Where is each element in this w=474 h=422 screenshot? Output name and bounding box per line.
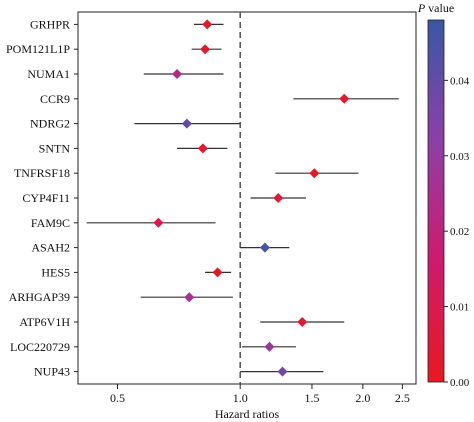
gene-label: NUMA1 (27, 67, 70, 81)
hr-marker (202, 19, 213, 30)
x-tick-label: 2.5 (395, 391, 410, 405)
hr-marker (181, 118, 192, 129)
gene-label: ATP6V1H (19, 315, 70, 329)
x-axis-label: Hazard ratios (215, 407, 280, 421)
gene-label: TNFRSF18 (14, 166, 70, 180)
colorbar-gradient (427, 19, 445, 383)
gene-label: GRHPR (30, 17, 70, 31)
gene-label: HES5 (41, 265, 70, 279)
x-tick-label: 0.5 (110, 391, 125, 405)
x-tick-label: 1.0 (233, 391, 248, 405)
hr-marker (184, 292, 195, 303)
colorbar-tick-label: 0.01 (450, 302, 469, 314)
hr-marker (277, 366, 288, 377)
gene-label: POM121L1P (6, 42, 70, 56)
x-tick-label: 1.5 (304, 391, 319, 405)
x-tick-label: 2.0 (355, 391, 370, 405)
colorbar-title: P value (417, 1, 454, 15)
hr-marker (273, 193, 284, 203)
gene-label: CCR9 (40, 92, 70, 106)
colorbar-tick-label: 0.02 (450, 226, 469, 238)
gene-label: SNTN (39, 141, 71, 155)
hr-marker (259, 242, 270, 253)
hr-marker (200, 44, 211, 55)
hr-marker (153, 217, 164, 228)
gene-label: LOC220729 (10, 340, 70, 354)
colorbar-tick-label: 0.03 (450, 151, 470, 163)
hr-marker (264, 341, 275, 352)
colorbar-tick-label: 0.00 (450, 377, 470, 389)
gene-label: CYP4F11 (22, 191, 70, 205)
gene-label: NUP43 (34, 365, 70, 379)
plot-area: 0.5 1.0 1.5 2.0 2.5 Hazard ratios GRHPR POM121L… (6, 11, 417, 421)
gene-label: ASAH2 (31, 241, 70, 255)
plot-frame (77, 11, 417, 385)
hr-marker (212, 267, 223, 278)
gene-label: ARHGAP39 (9, 290, 70, 304)
hr-marker (339, 93, 350, 104)
hr-marker (197, 143, 208, 154)
colorbar-tick-label: 0.04 (450, 75, 470, 87)
gene-label: NDRG2 (30, 117, 70, 131)
hr-marker (297, 317, 308, 327)
hr-marker (309, 168, 320, 179)
gene-label: FAM9C (31, 216, 70, 230)
p-value-colorbar: 0.00 0.01 0.02 0.03 0.04 P value (417, 1, 470, 389)
hr-marker (172, 69, 183, 79)
